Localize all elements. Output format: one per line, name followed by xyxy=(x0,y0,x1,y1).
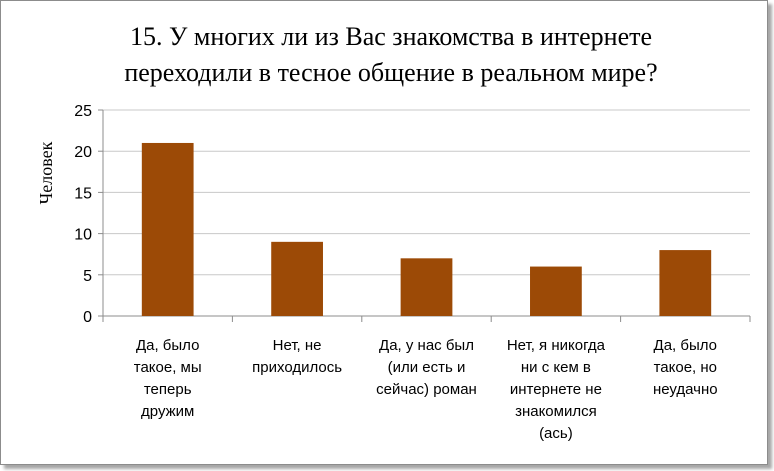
category-label: Нет, я никогда ни с кем в интернете не знак… xyxy=(507,337,606,442)
y-tick-label: 20 xyxy=(74,144,92,161)
chart-frame: 15. У многих ли из Вас знакомства в инте… xyxy=(0,0,768,465)
y-tick-label: 10 xyxy=(74,227,92,244)
bar xyxy=(530,266,582,316)
category-label: Да, было такое, мы теперь дружим xyxy=(134,337,202,420)
bar xyxy=(400,258,453,316)
category-label: Да, у нас был (или есть и сейчас) роман xyxy=(376,337,477,398)
y-tick-label: 5 xyxy=(83,268,92,285)
category-label: Да, было такое, но неудачно xyxy=(653,337,718,398)
y-tick-label: 25 xyxy=(74,103,92,120)
bar xyxy=(271,241,323,316)
category-label: Нет, не приходилось xyxy=(252,337,342,376)
y-tick-label: 0 xyxy=(83,309,92,326)
y-axis-label: Человек xyxy=(36,141,56,204)
chart-title: 15. У многих ли из Вас знакомства в инте… xyxy=(124,22,658,87)
bar xyxy=(659,250,712,316)
y-tick-label: 15 xyxy=(74,185,92,202)
bar xyxy=(141,142,194,316)
